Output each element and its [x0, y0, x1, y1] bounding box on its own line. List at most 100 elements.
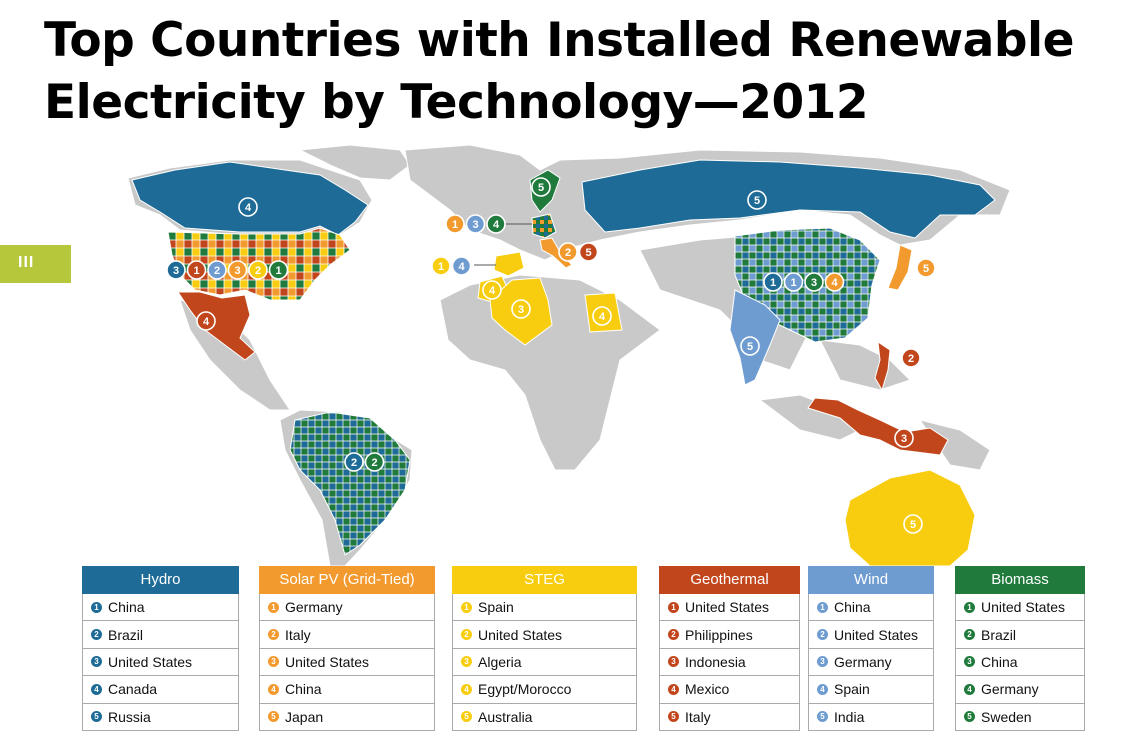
- rank-marker-hydro: [344, 452, 364, 472]
- legend-geothermal: Geothermal 1 United States 2 Philippines 3 Ind…: [659, 566, 800, 731]
- legend-row: 4 Egypt/Morocco: [453, 675, 636, 702]
- rank-marker-label: 1: [193, 265, 199, 277]
- rank-marker-label: 1: [790, 277, 796, 289]
- legend-header-hydro: Hydro: [82, 566, 239, 594]
- legend-solar_pv: Solar PV (Grid-Tied) 1 Germany 2 Italy 3 Unite…: [259, 566, 435, 731]
- country-spain: [493, 251, 525, 277]
- rank-marker-label: 5: [585, 247, 591, 259]
- rank-marker-wind: [207, 260, 227, 280]
- legend-biomass: Biomass 1 United States 2 Brazil 3 China 4 Germa…: [955, 566, 1085, 731]
- legend-row: 3 Algeria: [453, 647, 636, 675]
- legend-country: Brazil: [981, 626, 1017, 643]
- rank-marker-steg: [903, 514, 923, 534]
- rank-icon: 3: [91, 656, 102, 668]
- rank-marker-biomass: [804, 272, 824, 292]
- legend-row: 3 Indonesia: [660, 647, 799, 675]
- legend-row: 1 United States: [956, 594, 1084, 620]
- legend-country: Japan: [285, 708, 324, 725]
- rank-marker-steg: [248, 260, 268, 280]
- rank-marker-wind: [451, 256, 472, 276]
- rank-icon: 2: [817, 629, 828, 641]
- rank-icon: 1: [964, 601, 975, 613]
- rank-marker-geothermal: [196, 311, 216, 331]
- legend-row: 4 Mexico: [660, 675, 799, 702]
- legend-country: Russia: [108, 708, 151, 725]
- rank-marker-label: 5: [754, 195, 760, 207]
- country-philippines: [874, 340, 891, 392]
- legend-row: 4 Spain: [809, 675, 933, 702]
- rank-icon: 1: [668, 601, 679, 613]
- rank-marker-label: 4: [245, 202, 252, 214]
- rank-icon: 2: [461, 629, 472, 641]
- rank-icon: 4: [668, 683, 679, 695]
- legend-row: 2 United States: [453, 620, 636, 647]
- legend-country: United States: [108, 653, 193, 670]
- legend-country: United States: [478, 626, 563, 643]
- rank-marker-label: 4: [493, 219, 500, 231]
- legend-row: 4 China: [260, 675, 434, 702]
- legend-country: Germany: [981, 681, 1039, 698]
- rank-marker-label: 3: [472, 219, 478, 231]
- legend-country: Italy: [285, 626, 311, 643]
- rank-marker-hydro: [238, 197, 258, 217]
- legend-header-biomass: Biomass: [955, 566, 1085, 594]
- rank-marker-wind: [740, 336, 760, 356]
- rank-marker-steg: [482, 280, 502, 300]
- rank-marker-label: 2: [908, 353, 914, 365]
- rank-icon: 1: [268, 601, 279, 613]
- rank-icon: 4: [461, 683, 472, 695]
- rank-marker-wind: [465, 214, 486, 234]
- legend-row: 3 United States: [83, 647, 238, 675]
- legend-row: 3 Germany: [809, 647, 933, 675]
- country-japan: [887, 244, 913, 291]
- rank-marker-label: 1: [275, 265, 281, 277]
- legend-row: 1 Spain: [453, 594, 636, 620]
- legend-row: 5 Japan: [260, 702, 434, 730]
- legend-country: Mexico: [685, 681, 730, 698]
- rank-marker-solar_pv: [445, 214, 465, 234]
- rank-marker-label: 4: [599, 311, 606, 323]
- legend-header-geothermal: Geothermal: [659, 566, 800, 594]
- rank-marker-label: 2: [565, 247, 571, 259]
- rank-marker-label: 3: [234, 265, 240, 277]
- legend-steg: STEG 1 Spain 2 United States 3 Algeria 4 Egypt/M…: [452, 566, 637, 731]
- rank-marker-label: 2: [255, 265, 261, 277]
- rank-icon: 4: [817, 683, 828, 695]
- world-map: 4 5 5 3 1 2 3 2 1 4 1 3 4 2 5 1 4 4 3 4 1 1 3 4 5 5 2 3 2 2 5: [127, 144, 1011, 566]
- legend-row: 5 Italy: [660, 702, 799, 730]
- page-title: Top Countries with Installed Renewable E…: [44, 13, 1075, 130]
- legend-wind: Wind 1 China 2 United States 3 Germany 4 Spain 5 I…: [808, 566, 934, 731]
- legend-row: 3 China: [956, 647, 1084, 675]
- rank-marker-geothermal: [186, 260, 207, 280]
- legend-country: Sweden: [981, 708, 1032, 725]
- legend-country: India: [834, 708, 865, 725]
- legend-header-solar_pv: Solar PV (Grid-Tied): [259, 566, 435, 594]
- rank-icon: 2: [668, 629, 679, 641]
- rank-icon: 2: [268, 629, 279, 641]
- rank-marker-label: 3: [811, 277, 817, 289]
- rank-marker-label: 1: [452, 219, 458, 231]
- legend-country: Indonesia: [685, 653, 746, 670]
- rank-marker-label: 2: [214, 265, 220, 277]
- rank-marker-label: 4: [831, 277, 838, 289]
- rank-icon: 4: [268, 683, 279, 695]
- rank-marker-biomass: [268, 260, 289, 280]
- rank-marker-steg: [431, 256, 451, 276]
- rank-icon: 2: [91, 629, 102, 641]
- rank-icon: 3: [461, 656, 472, 668]
- legend-country: Canada: [108, 681, 158, 698]
- legend-country: Spain: [478, 599, 514, 616]
- legend-country: Italy: [685, 708, 711, 725]
- legend-country: China: [981, 653, 1018, 670]
- rank-icon: 5: [817, 711, 828, 723]
- legend-country: China: [285, 681, 322, 698]
- legend-row: 3 United States: [260, 647, 434, 675]
- rank-icon: 1: [91, 601, 102, 613]
- legend-country: United States: [685, 599, 770, 616]
- rank-marker-label: 2: [371, 457, 377, 469]
- legend-country: Brazil: [108, 626, 144, 643]
- legend-country: United States: [834, 626, 919, 643]
- rank-icon: 2: [964, 629, 975, 641]
- rank-icon: 3: [268, 656, 279, 668]
- rank-icon: 3: [964, 656, 975, 668]
